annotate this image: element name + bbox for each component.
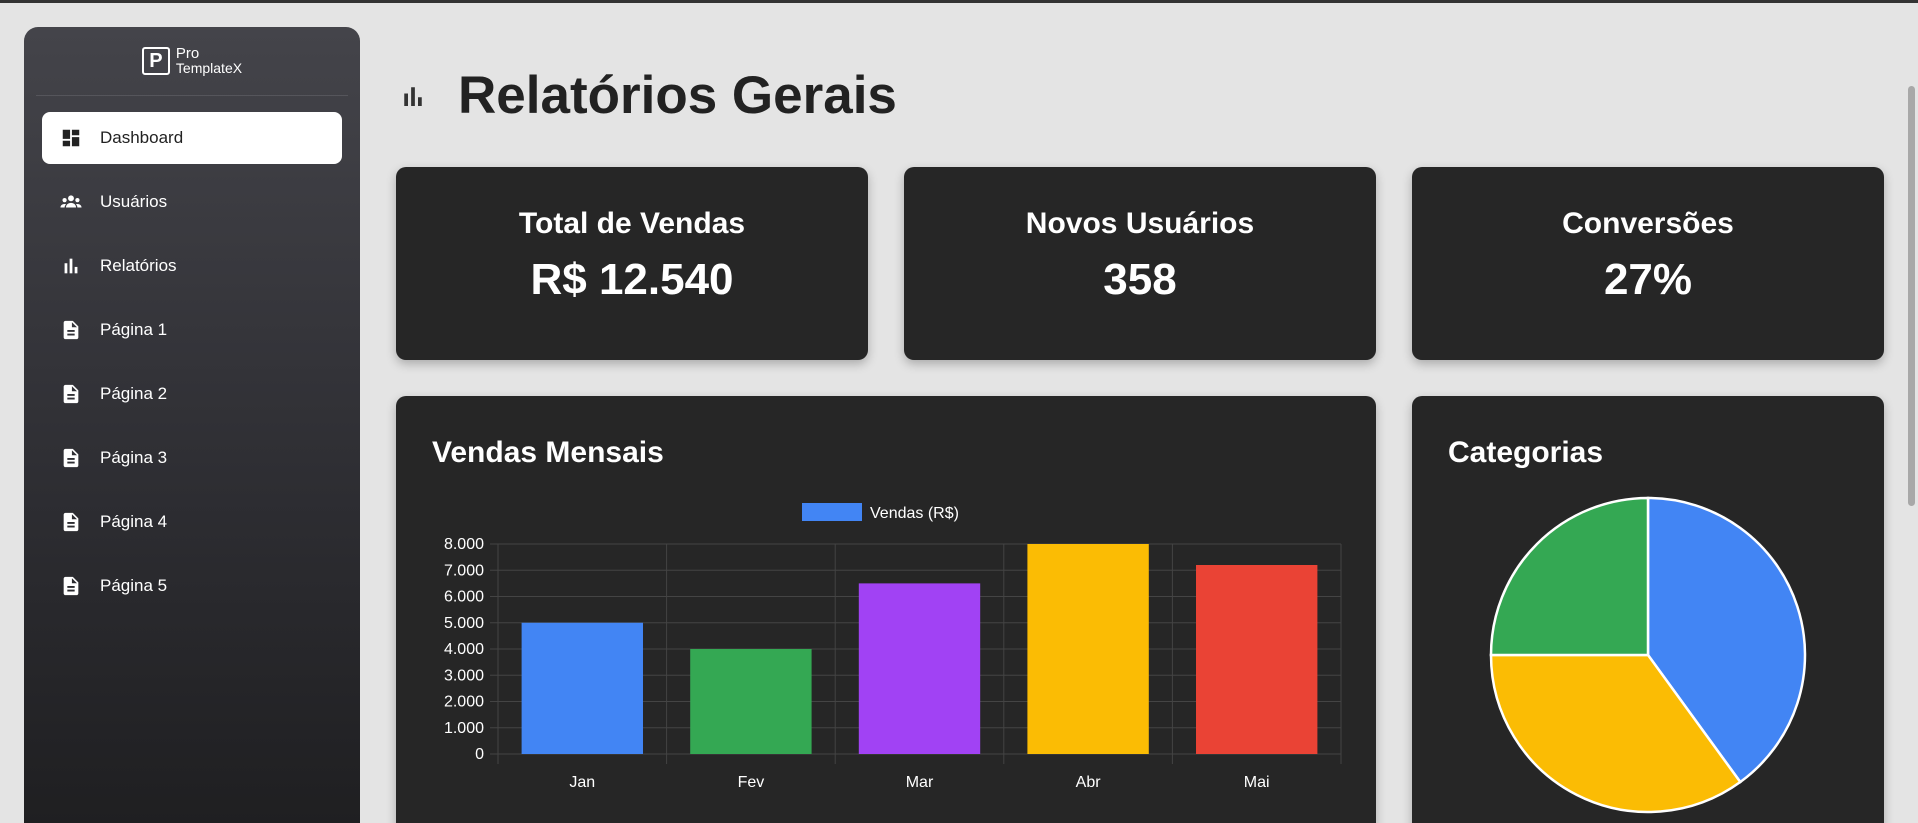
x-tick-label: Jan [569, 774, 595, 791]
document-icon [60, 511, 82, 533]
bar-chart[interactable]: 0 1.000 2.000 3.000 4.000 5.000 6.000 7.000 8.00… [396, 396, 1376, 823]
sidebar-item-relatorios[interactable]: Relatórios [42, 240, 342, 292]
stat-value: 27% [1603, 255, 1693, 304]
dashboard-icon [60, 127, 82, 149]
document-icon [60, 319, 82, 341]
sidebar-item-label: Relatórios [100, 256, 177, 275]
users-icon [60, 191, 82, 213]
pie-chart-card: Categorias [1412, 396, 1884, 823]
sidebar-item-label: Página 3 [100, 448, 168, 467]
document-icon [60, 447, 82, 469]
stat-value: R$ 12.540 [530, 255, 734, 304]
stat-label: Total de Vendas [518, 207, 746, 240]
pie-chart-title: Categorias [1448, 436, 1604, 469]
scrollbar-thumb[interactable] [1908, 86, 1915, 506]
sidebar-item-pagina-2[interactable]: Página 2 [42, 368, 342, 420]
bar-chart-icon [60, 255, 82, 277]
sidebar-item-usuarios[interactable]: Usuários [42, 176, 342, 228]
y-tick-label: 8.000 [444, 536, 484, 553]
sidebar: P Pro TemplateX Dashboard Usuários Relat… [24, 27, 360, 823]
logo-line-2: TemplateX [175, 60, 243, 76]
stat-card-total-vendas: Total de Vendas R$ 12.540 [396, 167, 868, 360]
stat-value: 358 [1103, 255, 1177, 304]
stat-card-novos-usuarios: Novos Usuários 358 [904, 167, 1376, 360]
sidebar-item-label: Página 1 [100, 320, 168, 339]
sidebar-divider [36, 95, 348, 96]
page-scrollbar[interactable] [1904, 6, 1918, 823]
legend-label: Vendas (R$) [870, 505, 959, 522]
brand-logo[interactable]: P Pro TemplateX [24, 27, 360, 95]
page-header: Relatórios Gerais [398, 65, 897, 126]
bar-mar [858, 583, 981, 754]
y-tick-label: 2.000 [444, 694, 484, 711]
page-title: Relatórios Gerais [458, 66, 897, 125]
logo-line-1: Pro [175, 45, 200, 62]
sidebar-item-label: Dashboard [100, 128, 184, 147]
sidebar-item-label: Usuários [100, 192, 168, 211]
bar-chart-icon [404, 86, 422, 106]
legend-swatch [802, 503, 862, 521]
pie-slice-1 [1489, 653, 1743, 814]
y-tick-label: 0 [475, 746, 484, 763]
sidebar-item-label: Página 5 [100, 576, 168, 595]
stat-label: Conversões [1562, 207, 1734, 240]
bar-jan [521, 622, 643, 754]
y-tick-label: 7.000 [444, 562, 484, 579]
y-tick-label: 4.000 [444, 641, 484, 658]
stat-card-conversoes: Conversões 27% [1412, 167, 1884, 360]
pie-slice-2 [1489, 496, 1650, 657]
x-tick-label: Abr [1076, 774, 1102, 791]
bar-chart-card: Vendas Mensais 0 1.000 2.000 3.000 4.000 5.00… [396, 396, 1376, 823]
pie-slice-0 [1646, 496, 1807, 784]
document-icon [60, 383, 82, 405]
sidebar-nav: Dashboard Usuários Relatórios Página 1 P… [24, 96, 360, 612]
sidebar-item-pagina-5[interactable]: Página 5 [42, 560, 342, 612]
x-tick-label: Fev [738, 774, 765, 791]
y-tick-label: 1.000 [444, 720, 484, 737]
sidebar-item-pagina-1[interactable]: Página 1 [42, 304, 342, 356]
sidebar-item-dashboard[interactable]: Dashboard [42, 112, 342, 164]
bar-fev [690, 649, 812, 754]
sidebar-item-label: Página 4 [100, 512, 168, 531]
sidebar-item-label: Página 2 [100, 384, 168, 403]
logo-mark: P [141, 47, 170, 75]
bar-abr [1027, 544, 1149, 754]
pie-chart[interactable] [1412, 396, 1884, 823]
bar-mai [1196, 565, 1318, 754]
document-icon [60, 575, 82, 597]
sidebar-item-pagina-3[interactable]: Página 3 [42, 432, 342, 484]
y-tick-label: 5.000 [444, 615, 484, 632]
y-tick-label: 3.000 [444, 667, 484, 684]
bar-chart-title: Vendas Mensais [432, 436, 664, 469]
stat-label: Novos Usuários [1025, 207, 1255, 240]
x-tick-label: Mar [906, 774, 934, 791]
y-tick-label: 6.000 [444, 589, 484, 606]
x-tick-label: Mai [1244, 774, 1270, 791]
sidebar-item-pagina-4[interactable]: Página 4 [42, 496, 342, 548]
